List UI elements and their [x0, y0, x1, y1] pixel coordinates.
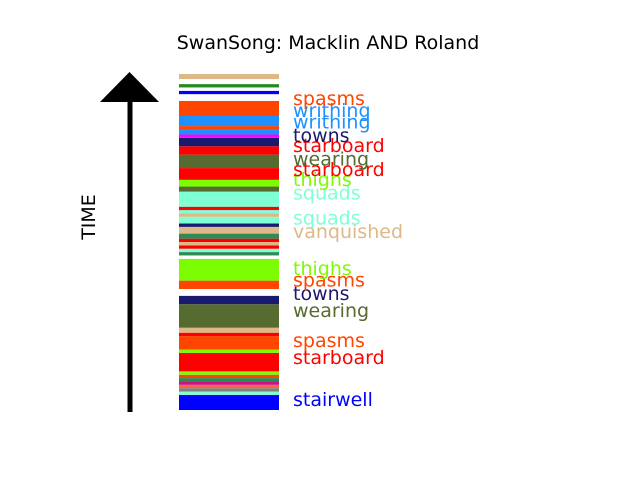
- word-label: spasms: [293, 330, 365, 352]
- word-label: towns: [293, 283, 350, 305]
- timeline-stripe: [179, 179, 279, 187]
- word-label: starboard: [293, 135, 385, 157]
- timeline-stripe: [179, 223, 279, 227]
- timeline-stripe: [179, 255, 279, 259]
- timeline-stripe: [179, 216, 279, 224]
- timeline-stripe: [179, 252, 279, 256]
- timeline-stripe: [179, 129, 279, 135]
- timeline-stripe: [179, 289, 279, 296]
- timeline-stripe: [179, 391, 279, 395]
- timeline-stripe: [179, 381, 279, 385]
- timeline-stripe: [179, 248, 279, 253]
- word-label: towns: [293, 125, 350, 147]
- timeline-stripe: [179, 206, 279, 211]
- timeline-stripe: [179, 90, 279, 95]
- timeline-stripe: [179, 352, 279, 368]
- timeline-stripe: [179, 154, 279, 169]
- timeline-stripe: [179, 280, 279, 290]
- timeline-stripe: [179, 168, 279, 180]
- timeline-stripe: [179, 238, 279, 242]
- timeline-stripe: [179, 378, 279, 382]
- word-label: stairwell: [293, 389, 373, 411]
- word-label: wearing: [293, 300, 369, 322]
- label-group: stairwellstarboardspasmswearingtownsspas…: [293, 88, 403, 411]
- word-label: thighs: [293, 258, 352, 280]
- timeline-stripe: [179, 394, 279, 410]
- timeline-stripe: [179, 258, 279, 281]
- timeline-stripe: [179, 126, 279, 130]
- chart-title: SwanSong: Macklin AND Roland: [177, 32, 480, 54]
- time-arrow-head-icon: [100, 72, 159, 102]
- timeline-stripe: [179, 100, 279, 116]
- timeline-stripe: [179, 349, 279, 353]
- timeline-stripe: [179, 371, 279, 375]
- timeline-stripe: [179, 74, 279, 80]
- word-label: thighs: [293, 169, 352, 191]
- word-label: starboard: [293, 159, 385, 181]
- word-label: writhing: [293, 100, 371, 122]
- timeline-stripe: [179, 87, 279, 91]
- timeline-stripe: [179, 146, 279, 155]
- word-label: wearing: [293, 149, 369, 171]
- timeline-stripe: [179, 134, 279, 138]
- stripe-group: [179, 74, 279, 410]
- timeline-stripe: [179, 191, 279, 204]
- timeline-stripe: [179, 210, 279, 214]
- timeline-stripe: [179, 304, 279, 328]
- word-label: squads: [293, 182, 361, 204]
- timeline-stripe: [179, 79, 279, 85]
- y-axis-label: TIME: [78, 194, 100, 241]
- word-label: spasms: [293, 270, 365, 292]
- timeline-stripe: [179, 327, 279, 333]
- timeline-stripe: [179, 213, 279, 217]
- timeline-stripe: [179, 242, 279, 246]
- timeline-stripe: [179, 84, 279, 88]
- timeline-stripe: [179, 137, 279, 147]
- timeline-stripe: [179, 388, 279, 392]
- timeline-stripe: [179, 226, 279, 234]
- word-label: squads: [293, 207, 361, 229]
- timeline-stripe: [179, 336, 279, 350]
- word-label: spasms: [293, 88, 365, 110]
- word-label: starboard: [293, 347, 385, 369]
- timeline-stripe: [179, 94, 279, 101]
- timeline-stripe: [179, 295, 279, 305]
- timeline-stripe: [179, 245, 279, 249]
- timeline-stripe: [179, 116, 279, 127]
- timeline-stripe: [179, 233, 279, 239]
- timeline-stripe: [179, 203, 279, 207]
- timeline-stripe: [179, 384, 279, 389]
- timeline-stripe: [179, 368, 279, 372]
- word-label: writhing: [293, 112, 371, 134]
- word-label: vanquished: [293, 221, 403, 243]
- timeline-stripe: [179, 332, 279, 337]
- timeline-stripe: [179, 374, 279, 379]
- timeline-stripe: [179, 186, 279, 192]
